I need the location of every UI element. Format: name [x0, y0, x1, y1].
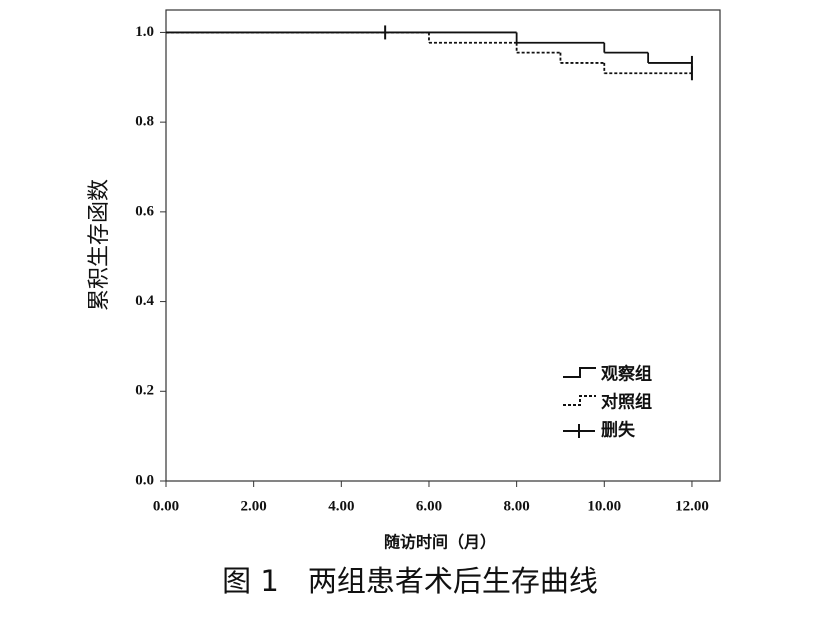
y-axis-label: 累积生存函数 [87, 179, 112, 311]
legend-swatch [563, 395, 596, 406]
x-tick-label: 0.00 [153, 498, 179, 514]
x-tick-label: 2.00 [241, 498, 267, 514]
y-tick-label: 1.0 [135, 24, 154, 40]
legend-swatch [563, 367, 596, 378]
y-tick-label: 0.0 [135, 472, 154, 488]
legend-label: 观察组 [600, 364, 652, 385]
x-tick-label: 8.00 [504, 498, 530, 514]
x-tick-label: 12.00 [675, 498, 709, 514]
x-tick-label: 6.00 [416, 498, 442, 514]
plot-frame [165, 9, 721, 482]
y-tick-label: 0.6 [135, 203, 154, 219]
x-tick-label: 10.00 [587, 498, 621, 514]
x-axis-label: 随访时间（月） [384, 533, 496, 552]
x-tick-label: 4.00 [328, 498, 354, 514]
y-tick-label: 0.2 [135, 383, 154, 399]
caption: 图 1 两组患者术后生存曲线 [222, 564, 598, 598]
legend-label: 删失 [601, 420, 636, 441]
y-tick-label: 0.4 [135, 293, 154, 309]
legend-label: 对照组 [601, 392, 652, 413]
y-tick-label: 0.8 [135, 114, 154, 130]
